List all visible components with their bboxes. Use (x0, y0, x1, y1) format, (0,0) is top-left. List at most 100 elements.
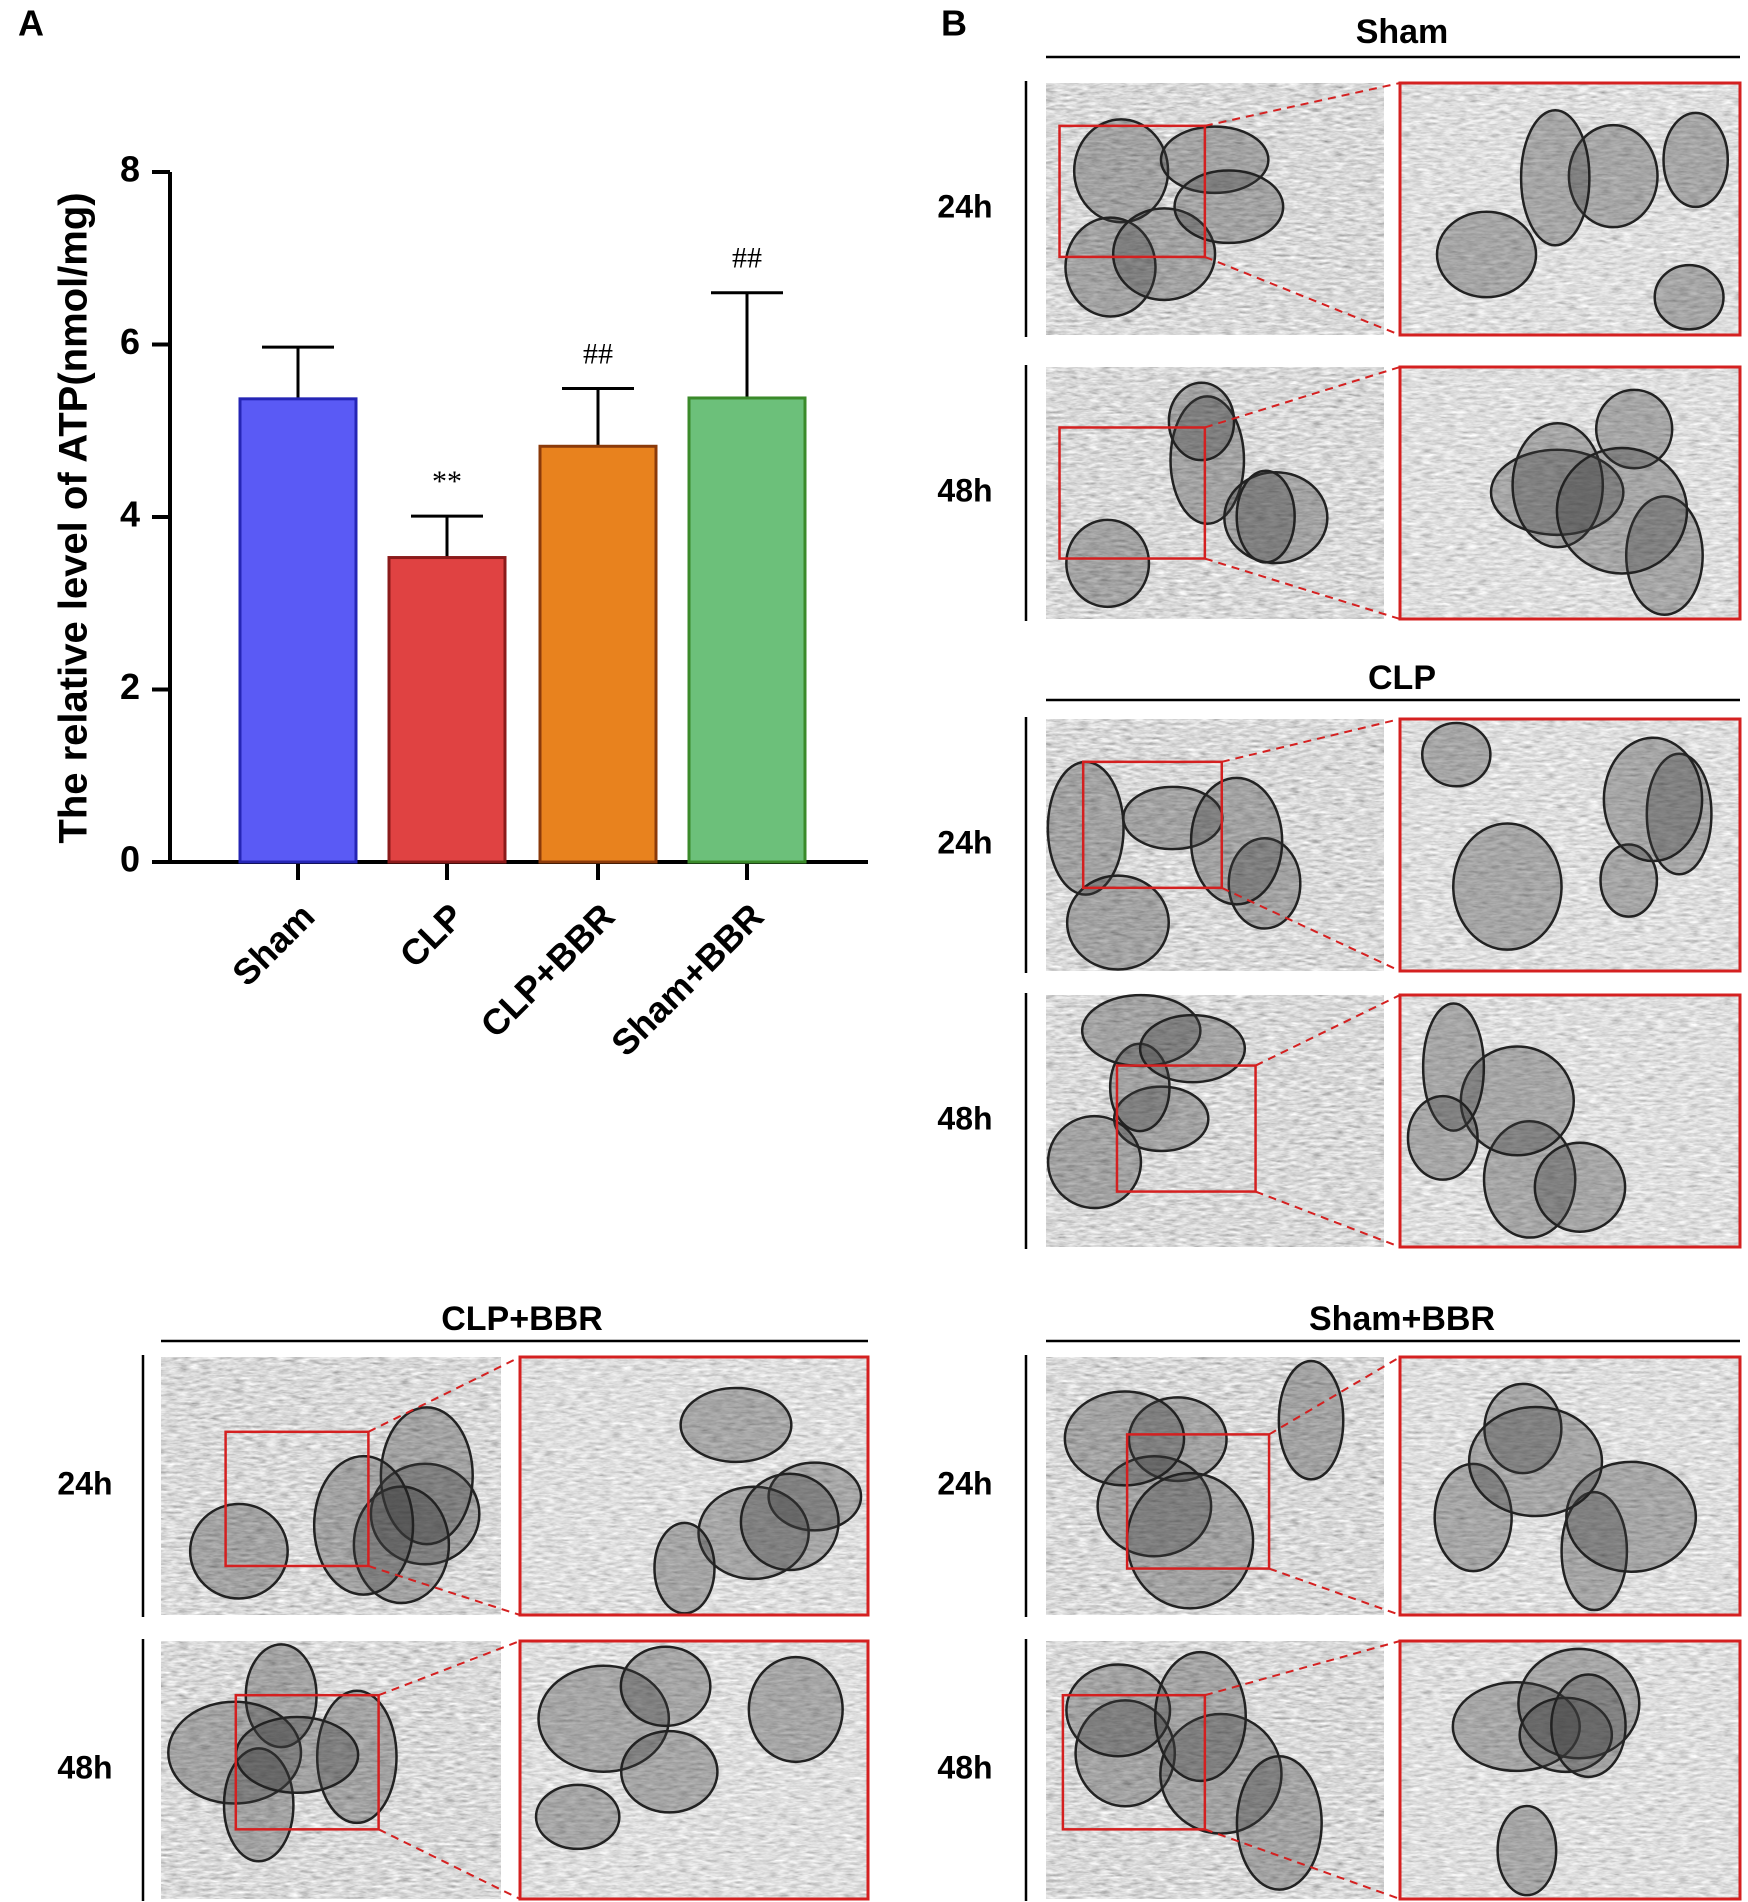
mitochondrion (1550, 1673, 1627, 1779)
mitochondrion (1065, 874, 1170, 971)
mitochondrion (1433, 1462, 1513, 1573)
y-tick-label: 2 (120, 666, 140, 707)
y-tick-label: 8 (120, 149, 140, 190)
zoom-connector (1204, 557, 1401, 620)
zoom-box (234, 1693, 380, 1831)
zoom-frame (1398, 1355, 1742, 1617)
mitochondrion (1189, 776, 1284, 906)
mitochondrion (1435, 210, 1538, 299)
mitochondrion (1406, 1094, 1479, 1181)
mitochondrion (1560, 1490, 1629, 1612)
mitochondrion (234, 1715, 360, 1795)
zoom-frame (1398, 81, 1742, 337)
mitochondrion (222, 1747, 295, 1863)
mitochondrion (1451, 1681, 1581, 1773)
row-label: 24h (937, 824, 992, 860)
mitochondrion (653, 1521, 716, 1615)
group-title: CLP (1368, 659, 1436, 697)
mitochondrion (747, 1655, 844, 1764)
y-axis-label: The relative level of ATP(nmol/mg) (52, 192, 96, 843)
significance-label: ## (583, 337, 613, 370)
mitochondrion (1662, 111, 1730, 209)
y-tick-label: 4 (120, 494, 140, 535)
mitochondrion (1173, 169, 1285, 245)
zoom-frame (1398, 365, 1742, 621)
micrograph (1046, 1641, 1384, 1899)
row-label: 24h (937, 188, 992, 224)
mitochondrion (1074, 1699, 1177, 1808)
x-tick-label: Sham+BBR (603, 895, 771, 1063)
y-tick-label: 6 (120, 321, 140, 362)
mitochondrion (1072, 118, 1170, 224)
mitochondrion (739, 1472, 840, 1572)
micrograph (520, 1641, 868, 1899)
mitochondrion (1167, 381, 1236, 462)
mitochondrion (1511, 422, 1605, 549)
row-label: 48h (937, 1749, 992, 1785)
mitochondrion (1567, 123, 1659, 229)
zoom-connector (1255, 994, 1401, 1067)
row-label: 24h (57, 1465, 112, 1501)
mitochondrion (352, 1485, 451, 1605)
zoom-connector (1204, 82, 1401, 127)
mitochondrion (1138, 1013, 1247, 1084)
mitochondrion (1533, 1141, 1627, 1233)
row-label: 48h (937, 472, 992, 508)
mitochondrion (1063, 1390, 1186, 1487)
zoom-connector (1204, 1640, 1401, 1697)
zoom-connector (1221, 718, 1401, 763)
zoom-box (1115, 1064, 1257, 1193)
mitochondrion (1645, 752, 1713, 876)
mitochondrion (1452, 822, 1563, 951)
zoom-frame (1398, 717, 1742, 973)
mitochondrion (1421, 1002, 1486, 1132)
mitochondrion (1227, 837, 1302, 930)
mitochondrion (379, 1406, 474, 1546)
mitochondrion (1127, 1396, 1228, 1483)
mitochondrion (619, 1645, 712, 1728)
mitochondrion (1482, 1119, 1577, 1239)
mitochondrion (1046, 1114, 1143, 1210)
bar (687, 396, 807, 864)
zoom-frame (1398, 993, 1742, 1249)
micrograph (1046, 995, 1384, 1247)
mitochondrion (1125, 1471, 1255, 1610)
mitochondrion (369, 1462, 481, 1566)
zoom-frame (518, 1355, 870, 1617)
mitochondrion (1235, 469, 1296, 564)
mitochondrion (537, 1664, 671, 1773)
mitochondrion (1599, 843, 1659, 918)
zoom-box (1125, 1433, 1271, 1570)
zoom-connector (368, 1565, 521, 1616)
mitochondrion (1159, 125, 1270, 195)
micrograph (1400, 719, 1740, 971)
mitochondrion (1420, 721, 1492, 788)
zoom-box (1061, 1693, 1207, 1831)
mitochondrion (1489, 448, 1625, 537)
mitochondrion (188, 1502, 289, 1600)
mitochondrion (697, 1485, 810, 1581)
significance-label: ** (432, 465, 462, 498)
significance-label: ## (732, 242, 762, 275)
x-tick-label: CLP+BBR (472, 895, 622, 1045)
zoom-box (224, 1430, 370, 1568)
group-title: Sham (1356, 13, 1449, 51)
zoom-connector (1255, 1190, 1401, 1248)
micrograph (1400, 83, 1740, 335)
mitochondrion (1624, 495, 1704, 617)
zoom-frame (518, 1639, 870, 1901)
x-tick-label: CLP (391, 895, 471, 975)
zoom-connector (1221, 886, 1401, 972)
row-label: 48h (57, 1749, 112, 1785)
zoom-connector (367, 1356, 521, 1433)
bar (538, 444, 658, 864)
mitochondrion (1153, 1650, 1247, 1783)
mitochondrion (534, 1783, 621, 1851)
mitochondrion (1555, 446, 1689, 575)
zoom-connector (1204, 366, 1401, 429)
row-label: 24h (937, 1465, 992, 1501)
zoom-box (1058, 426, 1207, 560)
mitochondrion (1565, 1460, 1698, 1573)
zoom-connector (1204, 255, 1401, 336)
group-title: CLP+BBR (441, 1300, 603, 1338)
